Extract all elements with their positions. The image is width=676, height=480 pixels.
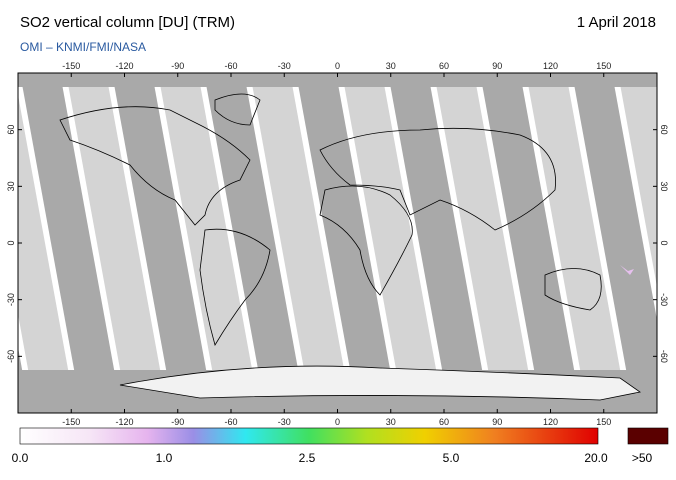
lon-tick-label: 0 [335,417,340,427]
lon-tick-label: 120 [543,61,558,71]
orbit-swath [66,73,168,413]
lon-tick-label: 120 [543,417,558,427]
title: SO2 vertical column [DU] (TRM) [20,14,235,31]
orbit-swath [618,73,657,287]
colorbar-label: 5.0 [443,451,460,465]
subtitle: OMI – KNMI/FMI/NASA [20,40,146,54]
lon-tick-label: 90 [492,417,502,427]
antarctica [119,365,641,401]
lon-tick-label: 0 [335,61,340,71]
orbit-swath [250,73,352,413]
colorbar-label: 1.0 [156,451,173,465]
lat-tick-label: -60 [659,350,669,363]
lon-tick-label: 30 [386,417,396,427]
so2-signal [620,265,634,275]
lat-tick-label: -30 [659,293,669,306]
lon-tick-label: -150 [62,417,80,427]
colorbar-overflow [627,427,669,445]
orbit-swath [342,73,444,413]
orbit-swath [158,73,260,413]
lat-tick-label: 30 [6,181,16,191]
lat-tick-label: -30 [6,293,16,306]
orbit-swath [204,73,306,413]
orbit-swath [572,73,657,413]
orbit-swath [20,73,122,413]
map [18,73,657,413]
orbit-swath [112,73,214,413]
lon-tick-label: -60 [224,417,237,427]
coastlines [59,93,602,346]
lon-tick-label: -30 [278,417,291,427]
lon-tick-label: 150 [596,61,611,71]
lon-tick-label: -120 [115,61,133,71]
lon-tick-label: 60 [439,417,449,427]
orbit-swath [296,73,398,413]
colorbar-label: 0.0 [12,451,29,465]
colorbar-label: 20.0 [584,451,608,465]
lon-tick-label: 30 [386,61,396,71]
orbit-swath [388,73,490,413]
orbit-swath [480,73,582,413]
lat-tick-label: 60 [6,125,16,135]
orbit-swath [434,73,536,413]
lon-tick-label: -60 [224,61,237,71]
lon-tick-label: 90 [492,61,502,71]
lon-tick-label: 60 [439,61,449,71]
lon-tick-label: -90 [171,61,184,71]
colorbar-label: 2.5 [299,451,316,465]
lon-tick-label: -90 [171,417,184,427]
lon-tick-label: -150 [62,61,80,71]
colorbar [19,427,599,445]
colorbar-label: >50 [632,451,653,465]
lat-tick-label: 30 [659,181,669,191]
orbit-swath [526,73,628,413]
lat-tick-label: 0 [6,240,16,245]
lat-tick-label: -60 [6,350,16,363]
lat-tick-label: 0 [659,240,669,245]
lon-tick-label: 150 [596,417,611,427]
date: 1 April 2018 [577,14,656,31]
lat-tick-label: 60 [659,125,669,135]
lon-tick-label: -120 [115,417,133,427]
orbit-swath [18,94,76,413]
lon-tick-label: -30 [278,61,291,71]
